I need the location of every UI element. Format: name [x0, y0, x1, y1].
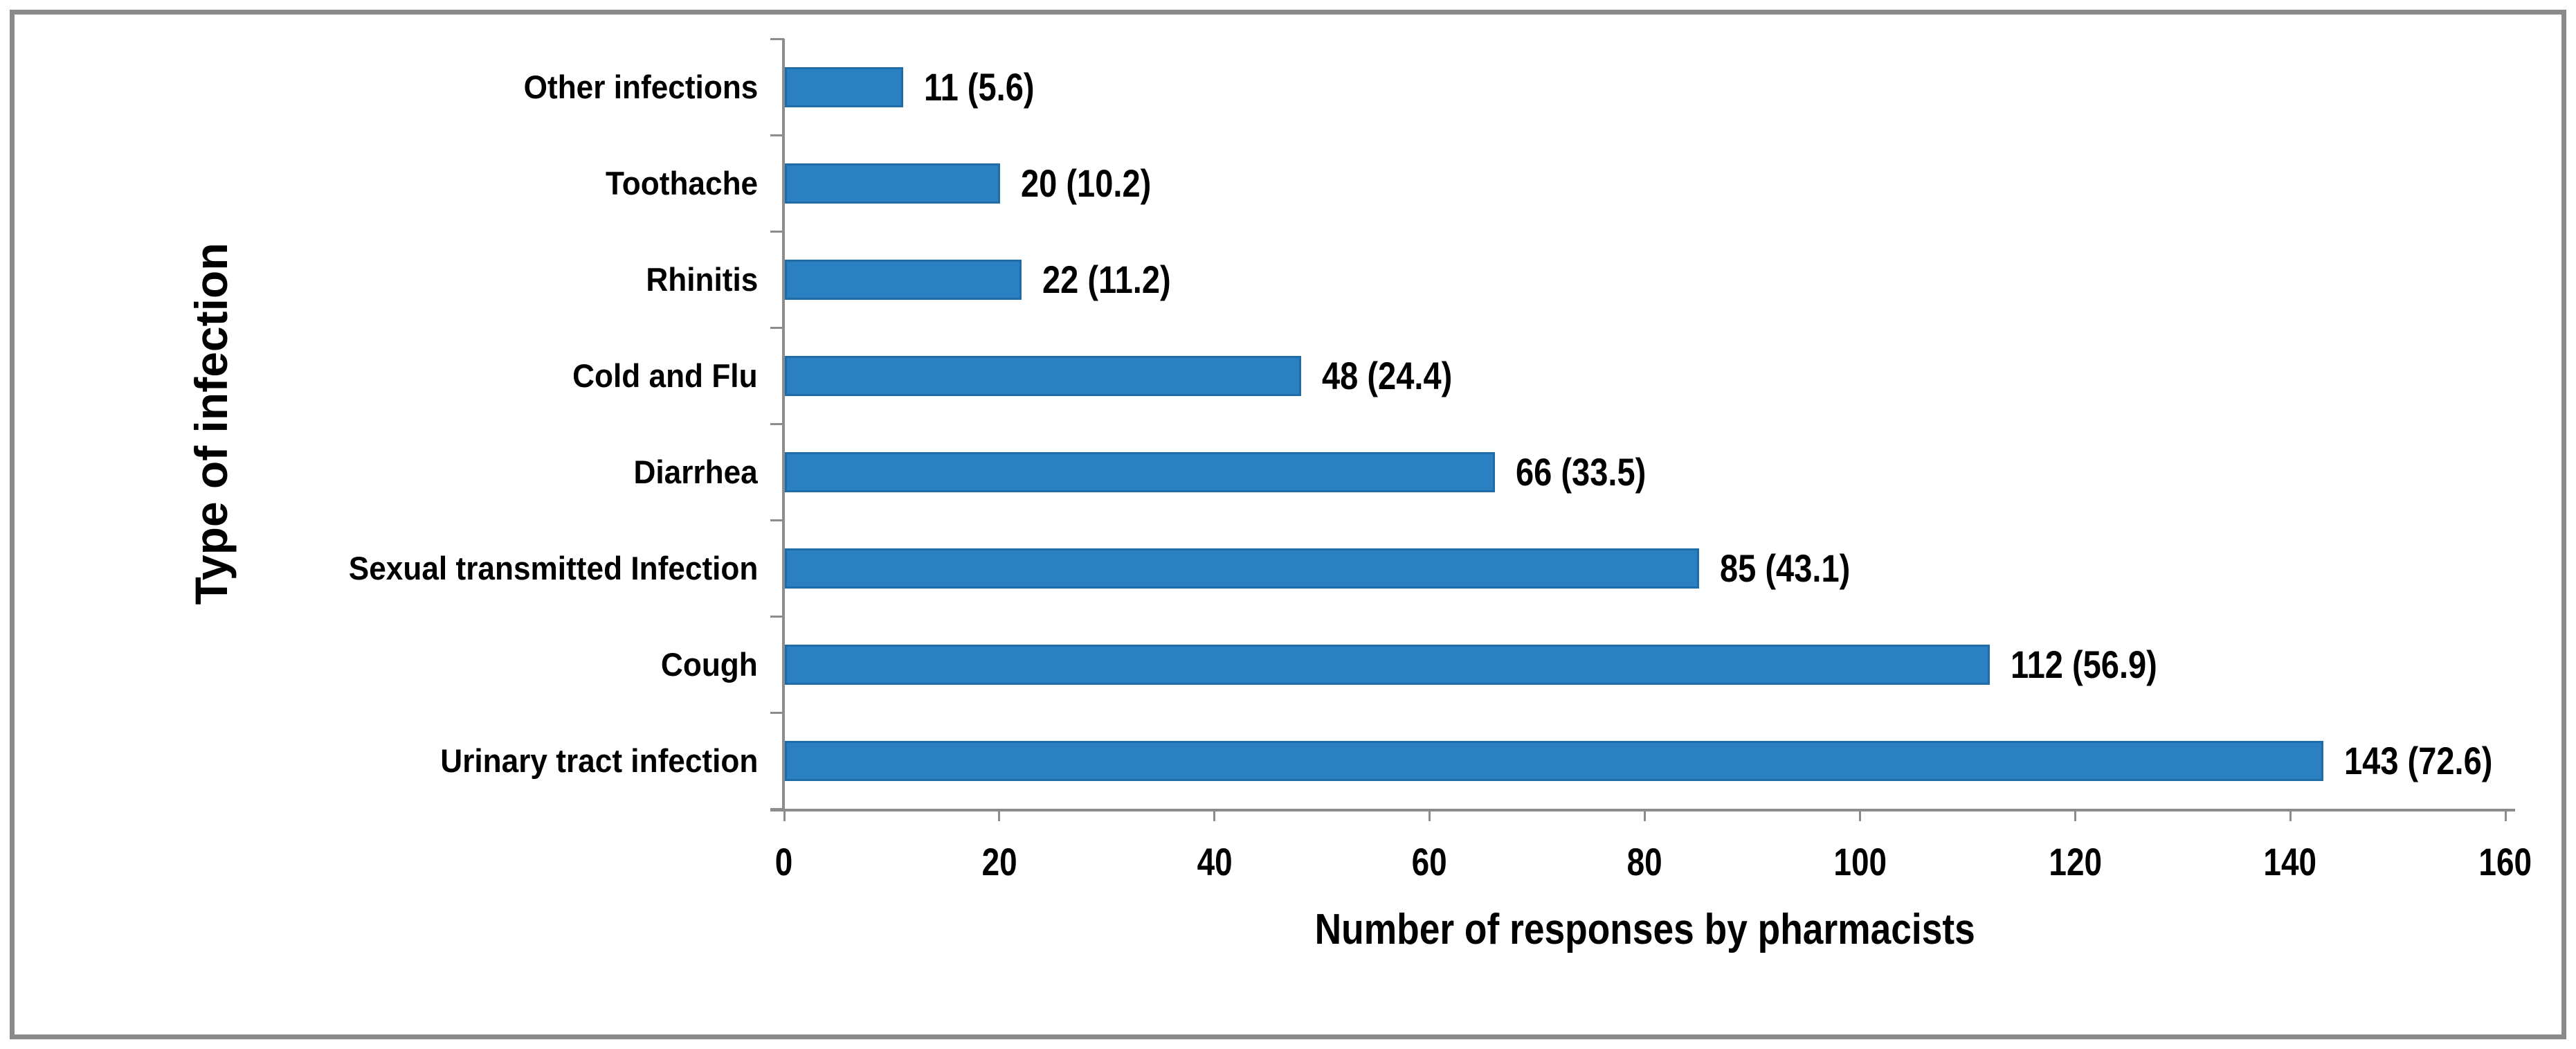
y-axis-tick	[770, 422, 784, 425]
x-tick-label-text: 140	[2263, 840, 2317, 884]
category-label-text: Rhinitis	[646, 260, 758, 298]
x-tick-label-20: 20	[896, 839, 1103, 885]
bar-sexual-transmitted-infection	[785, 548, 1700, 589]
y-axis-tick	[770, 711, 784, 714]
data-label-text: 66 (33.5)	[1515, 449, 1647, 494]
y-axis-tick	[770, 134, 784, 136]
category-label-text: Urinary tract infection	[439, 742, 758, 779]
y-axis-tick	[770, 615, 784, 618]
x-tick-label-40: 40	[1111, 839, 1318, 885]
x-tick-label-160: 160	[2402, 839, 2576, 885]
x-axis-tick	[998, 809, 1001, 821]
bar-rhinitis	[785, 259, 1022, 300]
data-label-urinary-tract-infection: 143 (72.6)	[2344, 737, 2521, 785]
x-tick-label-80: 80	[1541, 839, 1749, 885]
category-label-diarrhea: Diarrhea	[201, 449, 758, 496]
x-axis-tick	[2289, 809, 2292, 821]
x-tick-label-0: 0	[680, 839, 888, 885]
data-label-cough: 112 (56.9)	[2011, 640, 2185, 689]
x-tick-label-text: 120	[2048, 840, 2102, 884]
x-tick-label-text: 160	[2478, 840, 2532, 884]
x-tick-label-text: 60	[1412, 840, 1448, 884]
bar-cough	[785, 644, 1990, 685]
y-axis-tick	[770, 230, 784, 233]
category-label-text: Cough	[661, 645, 758, 683]
bar-cold-and-flu	[785, 355, 1302, 396]
x-axis-tick	[2074, 809, 2076, 821]
category-label-rhinitis: Rhinitis	[201, 256, 758, 303]
data-label-toothache: 20 (10.2)	[1021, 159, 1176, 208]
category-label-urinary-tract-infection: Urinary tract infection	[201, 737, 758, 784]
x-axis-tick	[783, 809, 786, 821]
bar-other-infections	[785, 66, 903, 107]
x-tick-label-100: 100	[1756, 839, 1963, 885]
x-axis-tick	[2504, 809, 2507, 821]
x-axis-tick	[1213, 809, 1216, 821]
y-axis-tick	[770, 326, 784, 329]
y-axis-tick	[770, 519, 784, 521]
y-axis-tick	[770, 37, 784, 40]
data-label-rhinitis: 22 (11.2)	[1042, 255, 1195, 304]
data-label-text: 22 (11.2)	[1042, 257, 1171, 301]
data-label-cold-and-flu: 48 (24.4)	[1322, 352, 1477, 400]
x-tick-label-text: 80	[1626, 840, 1663, 884]
category-label-toothache: Toothache	[201, 160, 758, 207]
y-axis-tick	[770, 807, 784, 810]
bar-toothache	[785, 163, 1000, 204]
category-label-sexual-transmitted-infection: Sexual transmitted Infection	[201, 545, 758, 592]
x-axis-tick	[1428, 809, 1431, 821]
category-label-cold-and-flu: Cold and Flu	[201, 352, 758, 400]
x-axis-tick	[1644, 809, 1646, 821]
category-label-other-infections: Other infections	[201, 64, 758, 111]
x-axis-line	[770, 809, 2515, 812]
data-label-text: 11 (5.6)	[923, 64, 1035, 109]
x-axis-title: Number of responses by pharmacists	[784, 904, 2505, 956]
data-label-diarrhea: 66 (33.5)	[1516, 448, 1671, 496]
y-axis-line	[782, 39, 785, 812]
category-label-text: Other infections	[523, 68, 758, 105]
category-label-text: Toothache	[605, 164, 758, 201]
x-axis-title-text: Number of responses by pharmacists	[1314, 906, 1975, 953]
bar-diarrhea	[785, 451, 1495, 492]
data-label-text: 143 (72.6)	[2343, 738, 2493, 782]
x-tick-label-140: 140	[2186, 839, 2394, 885]
x-tick-label-text: 100	[1833, 840, 1887, 884]
category-label-text: Sexual transmitted Infection	[348, 549, 758, 586]
x-tick-label-text: 40	[1197, 840, 1233, 884]
x-tick-label-text: 20	[981, 840, 1017, 884]
category-label-text: Diarrhea	[633, 453, 758, 490]
x-axis-tick	[1858, 809, 1861, 821]
data-label-other-infections: 11 (5.6)	[924, 63, 1055, 111]
x-tick-label-60: 60	[1326, 839, 1534, 885]
data-label-sexual-transmitted-infection: 85 (43.1)	[1720, 544, 1875, 593]
data-label-text: 112 (56.9)	[2010, 642, 2157, 686]
x-tick-label-120: 120	[1971, 839, 2179, 885]
category-label-cough: Cough	[201, 641, 758, 688]
x-tick-label-text: 0	[775, 840, 793, 884]
bar-urinary-tract-infection	[785, 740, 2323, 781]
data-label-text: 48 (24.4)	[1322, 353, 1453, 397]
figure-border	[10, 10, 2566, 1039]
category-label-text: Cold and Flu	[572, 357, 758, 394]
data-label-text: 20 (10.2)	[1020, 161, 1152, 205]
data-label-text: 85 (43.1)	[1720, 546, 1851, 590]
